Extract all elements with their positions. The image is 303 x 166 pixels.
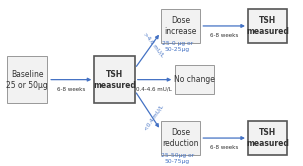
- FancyBboxPatch shape: [248, 121, 287, 155]
- Text: >4.6 mU/L: >4.6 mU/L: [142, 32, 165, 58]
- Text: 6-8 weeks: 6-8 weeks: [57, 87, 85, 92]
- Text: TSH
measured: TSH measured: [246, 16, 289, 36]
- Text: Dose
increase: Dose increase: [164, 16, 197, 36]
- Text: Baseline
25 or 50μg: Baseline 25 or 50μg: [6, 70, 48, 90]
- Text: No change: No change: [174, 75, 215, 84]
- Text: 25-0 μg or
50-25μg: 25-0 μg or 50-25μg: [162, 41, 193, 52]
- FancyBboxPatch shape: [161, 121, 200, 155]
- FancyBboxPatch shape: [7, 56, 48, 103]
- FancyBboxPatch shape: [175, 65, 214, 94]
- FancyBboxPatch shape: [161, 9, 200, 43]
- FancyBboxPatch shape: [94, 56, 135, 103]
- Text: 25-50μg or
50-75μg: 25-50μg or 50-75μg: [161, 153, 194, 164]
- Text: Dose
reduction: Dose reduction: [162, 128, 199, 148]
- Text: TSH
measured: TSH measured: [93, 70, 136, 90]
- Text: 0.4-4.6 mU/L: 0.4-4.6 mU/L: [136, 87, 172, 92]
- Text: <0.4 mU/L: <0.4 mU/L: [143, 104, 164, 131]
- Text: 6-8 weeks: 6-8 weeks: [210, 145, 238, 150]
- Text: TSH
measured: TSH measured: [246, 128, 289, 148]
- FancyBboxPatch shape: [248, 9, 287, 43]
- Text: 6-8 weeks: 6-8 weeks: [210, 33, 238, 38]
